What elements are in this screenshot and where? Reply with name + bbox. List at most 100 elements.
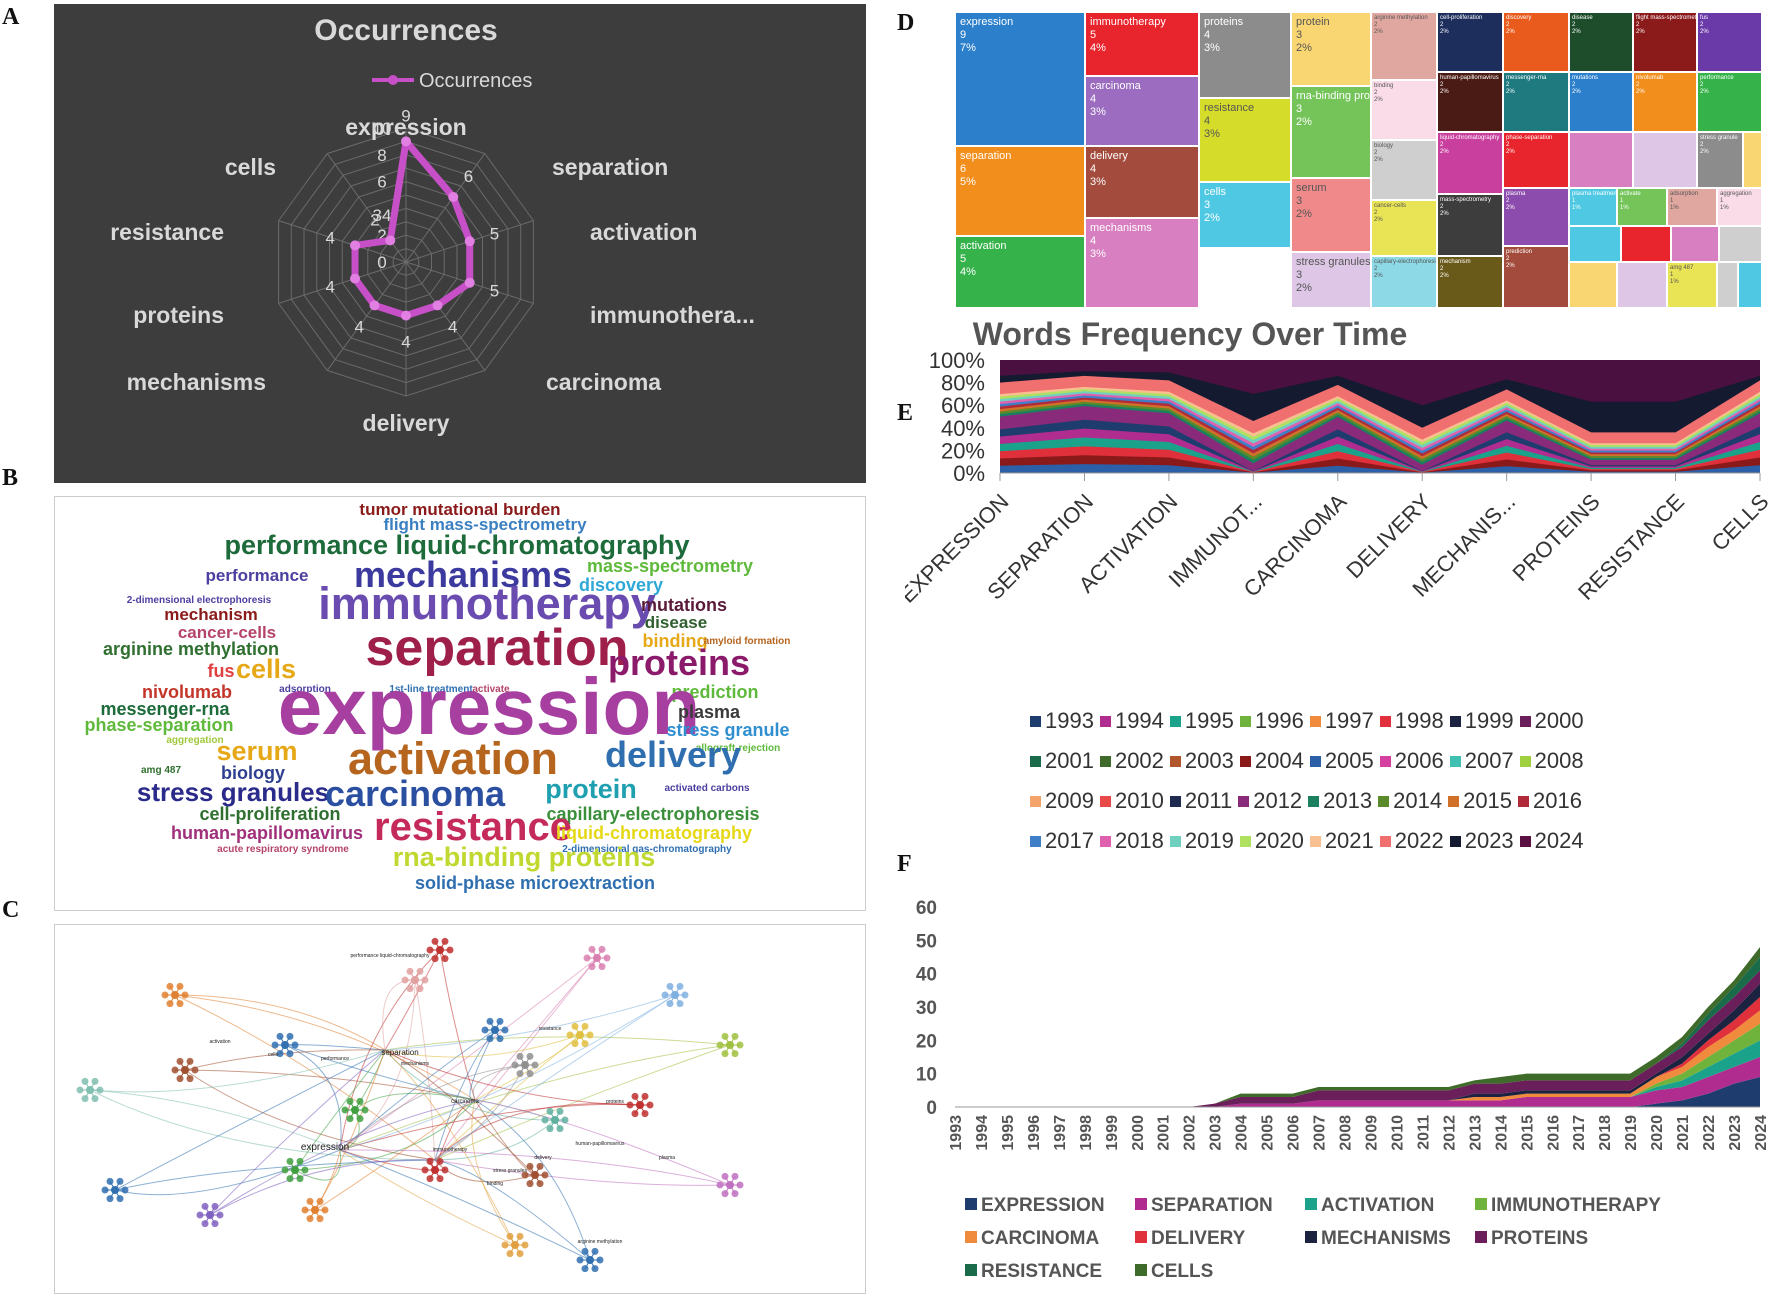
legend-label: 2011 [1184, 788, 1233, 813]
cloud-word-19: proteins [608, 642, 750, 683]
treemap-name: stress granule [1700, 135, 1738, 141]
network-label-14: human-papillomavirus [576, 1141, 625, 1147]
network-node [291, 1041, 299, 1049]
treemap-count: 2 [1506, 22, 1510, 28]
network-node [731, 1050, 739, 1058]
legend-swatch [1475, 1231, 1487, 1243]
network-edge [434, 1044, 731, 1161]
network-node [646, 1101, 654, 1109]
network-edge [339, 1029, 496, 1151]
network-edge [339, 1103, 641, 1151]
network-label-16: resistance [539, 1026, 562, 1032]
cloud-word-5: mass-spectrometry [587, 556, 753, 576]
axis-label-7: proteins [133, 302, 224, 328]
treemap-name: nivolumab [1636, 75, 1664, 81]
cloud-word-27: plasma [678, 702, 741, 722]
cloud-word-24: prediction [671, 682, 758, 702]
treemap-pct: 5% [960, 176, 976, 188]
treemap-name: mass-spectrometry [1440, 197, 1492, 203]
network-node [436, 1157, 444, 1165]
network-node [116, 1177, 124, 1185]
network-node [406, 985, 414, 993]
network-node [716, 1181, 724, 1189]
legend-label: 2022 [1394, 828, 1444, 853]
cloud-word-31: allograft-rejection [696, 743, 780, 754]
legend-swatch [1169, 836, 1181, 847]
network-node [76, 1086, 84, 1094]
cloud-word-28: phase-separation [84, 715, 233, 735]
x-tick-label: 2017 [1571, 1115, 1588, 1150]
network-node [521, 1241, 529, 1249]
network-node [286, 1175, 294, 1183]
network-node [541, 1171, 549, 1179]
treemap-cell-cancer-cells: cancer-cells 2 2% [1371, 200, 1437, 256]
x-tick-label: 2024 [1753, 1115, 1770, 1150]
network-node [296, 1175, 304, 1183]
network-node [591, 1247, 599, 1255]
treemap-pct: 2% [1374, 157, 1383, 163]
treemap-pct: 2% [1204, 212, 1220, 224]
network-node [486, 1035, 494, 1043]
legend-swatch [1308, 796, 1320, 807]
network-node [416, 967, 424, 975]
x-tick-label: 1994 [974, 1115, 991, 1150]
treemap-pct: 3% [1204, 42, 1220, 54]
treemap-pct: 3% [1090, 106, 1106, 118]
treemap-name: mutations [1572, 75, 1599, 81]
legend-item: 2021 [1309, 828, 1374, 854]
treemap-minor-cell [1569, 132, 1633, 188]
axis-label-1: separation [552, 154, 668, 180]
treemap-pct: 1% [1670, 205, 1679, 211]
legend-item-delivery: DELIVERY [1135, 1228, 1245, 1250]
legend-swatch [1448, 796, 1460, 807]
treemap-count: 2 [1636, 82, 1640, 88]
network-edge [294, 1149, 342, 1181]
legend-label: 2010 [1114, 788, 1164, 813]
x-tick-label: 2010 [1389, 1115, 1406, 1150]
network-node [176, 982, 184, 990]
legend-row: 2009 2010 2011 2012 2013 2014 2015 2016 [1030, 788, 1588, 814]
treemap-name: biology [1374, 143, 1394, 149]
treemap-name: cell-proliferation [1440, 15, 1483, 21]
legend-swatch [1309, 756, 1321, 767]
treemap-pct: 2% [1572, 29, 1581, 35]
treemap-count: 5 [1090, 29, 1097, 41]
x-tick-label: 2022 [1701, 1115, 1718, 1150]
x-tick-label: 2011 [1415, 1115, 1432, 1150]
legend-label: IMMUNOTHERAPY [1491, 1195, 1661, 1216]
y-tick-label: 50 [916, 931, 937, 952]
network-node [631, 1092, 639, 1100]
network-node [311, 1206, 319, 1214]
legend-item-expression: EXPRESSION [965, 1195, 1105, 1217]
cloud-word-4: mechanisms [354, 554, 572, 595]
legend-label: 2001 [1045, 748, 1094, 773]
network-edge [89, 1089, 341, 1151]
treemap-count: 2 [1700, 82, 1704, 88]
legend-swatch [1379, 756, 1391, 767]
x-tick-label: 2009 [1363, 1115, 1380, 1150]
network-edge [174, 994, 386, 1051]
axis-label-3: immunothera... [590, 302, 755, 328]
network-node [583, 954, 591, 962]
treemap-pct: 1% [1620, 205, 1629, 211]
network-node [721, 1050, 729, 1058]
x-tick-label: 2001 [1156, 1115, 1173, 1150]
network-label-15: immunotherapy [433, 1147, 468, 1153]
treemap-name: separation [960, 150, 1012, 162]
network-node [486, 1017, 494, 1025]
cloud-word-48: rna-binding proteins [393, 842, 656, 872]
treemap-cell-liquid-chromatography: liquid-chromatography 2 2% [1437, 132, 1503, 194]
network-node [286, 1050, 294, 1058]
network-node [661, 991, 669, 999]
cloud-word-1: flight mass-spectrometry [383, 515, 587, 534]
treemap-count: 2 [1636, 22, 1640, 28]
treemap-name: carcinoma [1090, 80, 1141, 92]
legend-swatch [1099, 716, 1111, 727]
treemap-count: 2 [1374, 266, 1378, 272]
network-node [516, 1070, 524, 1078]
treemap-minor-cell [1569, 262, 1617, 308]
treemap-pct: 1% [1572, 205, 1581, 211]
network-edge [474, 1099, 556, 1121]
network-node [91, 1095, 99, 1103]
scale-label: 0 [377, 253, 386, 272]
